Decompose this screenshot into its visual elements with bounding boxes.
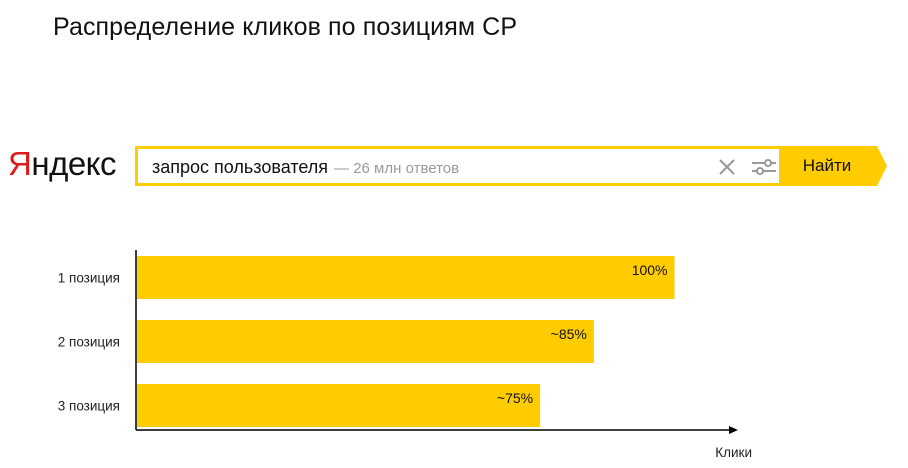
search-input[interactable]: запрос пользователя — 26 млн ответов [135,146,779,186]
search-button-label: Найти [802,156,852,175]
bar [137,320,594,363]
logo-first-letter: Я [8,145,32,182]
search-query: запрос пользователя — 26 млн ответов [152,157,459,178]
logo-rest: ндекс [31,145,116,182]
bar [137,256,675,299]
category-label: 2 позиция [58,335,120,350]
x-axis-arrow [729,426,738,434]
data-label: ~75% [497,390,533,406]
page-title: Распределение кликов по позициям СР [53,13,518,41]
close-icon[interactable] [718,158,736,176]
search-query-text: запрос пользователя [152,157,329,177]
clicks-chart: 1 позиция 100% 2 позиция ~85% 3 позиция ~75% К… [58,250,752,460]
data-label: 100% [632,262,668,278]
search-button-shape [779,146,887,186]
yandex-logo[interactable]: Яндекс [8,145,116,183]
bar [137,384,541,427]
search-button[interactable]: Найти [779,146,887,186]
category-label: 3 позиция [58,399,120,414]
data-label: ~85% [551,326,587,342]
search-results-hint: — 26 млн ответов [334,160,460,177]
x-axis-label: Клики [715,445,752,460]
category-label: 1 позиция [58,271,120,286]
sliders-icon[interactable] [752,158,776,176]
